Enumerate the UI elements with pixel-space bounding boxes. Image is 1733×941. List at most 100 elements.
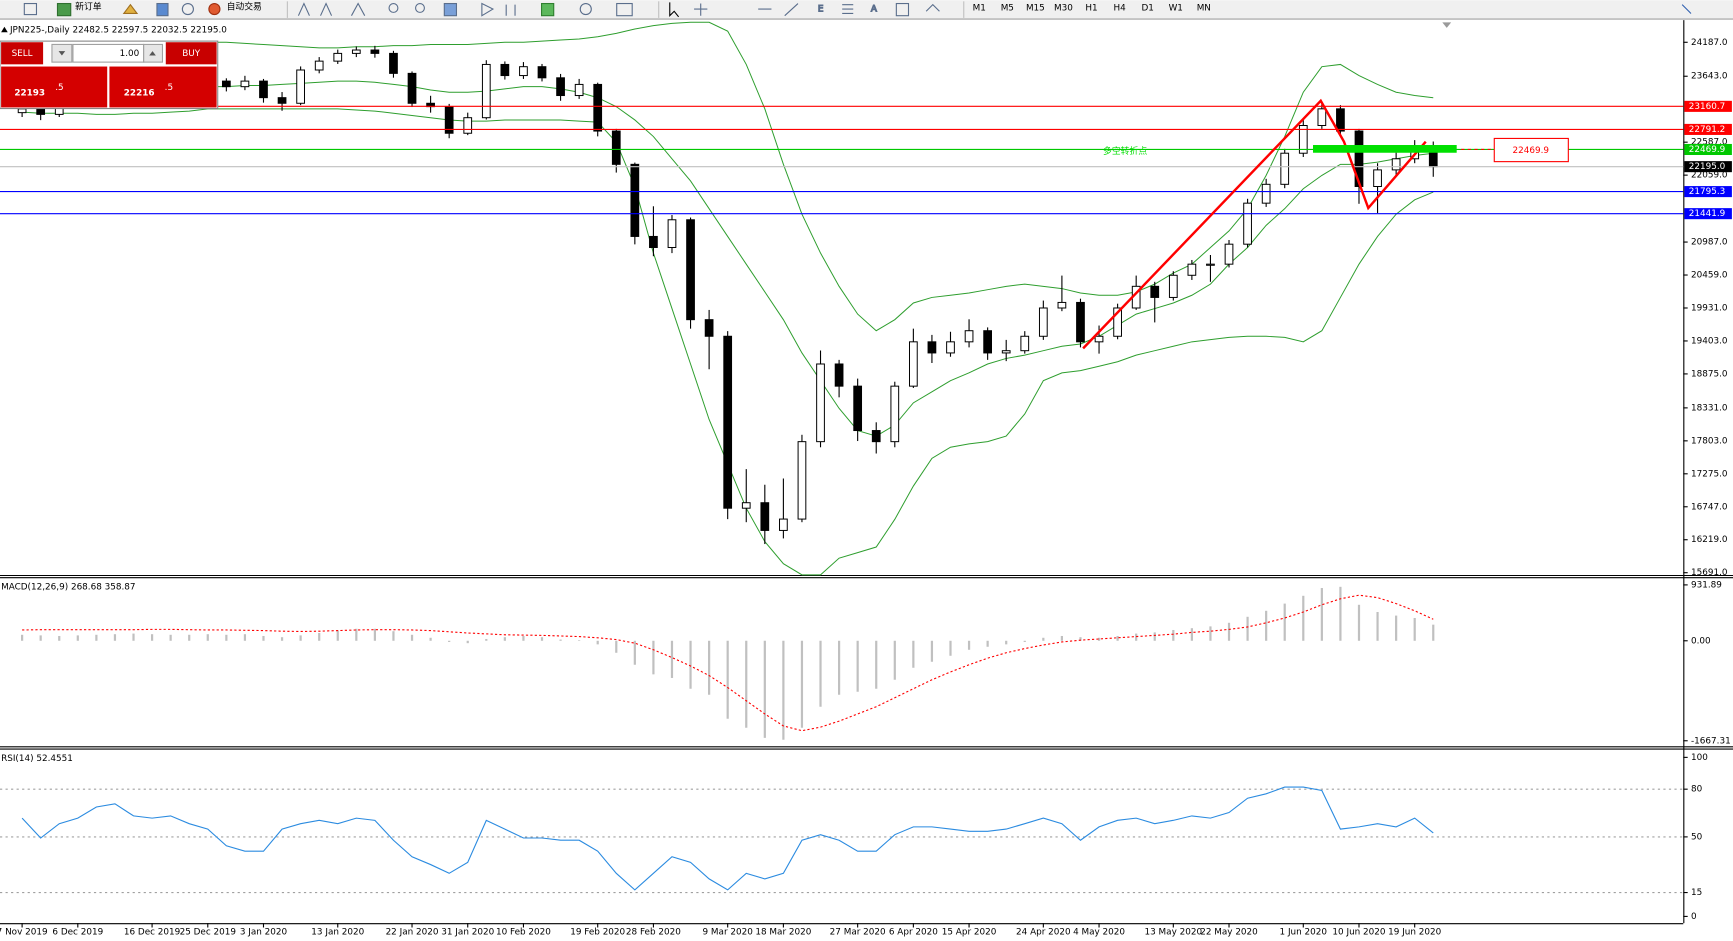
y-tick-label: 15691.0: [1691, 568, 1728, 578]
icon[interactable]: [895, 2, 910, 17]
sell-button[interactable]: [1, 42, 44, 65]
timeframe-button[interactable]: H1: [1085, 3, 1097, 13]
bid-main[interactable]: 22193: [14, 89, 45, 99]
candle-body: [1391, 158, 1401, 171]
bid-fraction[interactable]: .5: [55, 83, 63, 93]
icon[interactable]: [388, 2, 399, 13]
candle-body: [1224, 243, 1234, 265]
timeframe-button[interactable]: MN: [1197, 3, 1211, 13]
icon[interactable]: [208, 2, 221, 16]
x-tick-label: 27 Mar 2020: [830, 927, 886, 937]
price-level-label: 22195.0: [1689, 162, 1726, 172]
candle-body: [314, 60, 324, 71]
candle-body: [1261, 183, 1271, 204]
timeframe-button[interactable]: D1: [1141, 3, 1153, 13]
sell-price-box[interactable]: [1, 66, 108, 108]
x-tick-label: 28 Feb 2020: [626, 927, 681, 937]
timeframe-button[interactable]: W1: [1169, 3, 1183, 13]
candle-body: [574, 83, 584, 97]
panel-title: RSI(14) 52.4551: [1, 754, 73, 764]
icon[interactable]: [56, 2, 72, 17]
bollinger-band: [22, 80, 1434, 437]
buy-label[interactable]: BUY: [182, 49, 201, 59]
icon[interactable]: [1681, 4, 1692, 14]
timeframe-button[interactable]: M1: [973, 3, 986, 13]
x-tick-label: 9 Mar 2020: [703, 927, 754, 937]
icon[interactable]: [579, 2, 592, 16]
candle-body: [556, 77, 565, 97]
support-bar[interactable]: [1313, 145, 1457, 153]
annotation-box[interactable]: [1493, 137, 1569, 163]
buy-button[interactable]: [165, 42, 217, 65]
icon[interactable]: [481, 2, 516, 17]
x-tick-label: 19 Jun 2020: [1388, 927, 1441, 937]
candle-body: [259, 80, 268, 99]
price-level-box: [1684, 143, 1732, 156]
toolbar-button[interactable]: 新订单: [75, 0, 102, 12]
chart-shift-marker[interactable]: [1442, 22, 1452, 28]
x-tick-label: 22 May 2020: [1200, 927, 1258, 937]
candle-body: [407, 72, 417, 104]
candle-body: [1001, 350, 1011, 354]
icon[interactable]: [694, 3, 708, 16]
icon[interactable]: [23, 2, 38, 16]
candle-body: [908, 341, 918, 387]
candle-body: [611, 130, 621, 165]
trend-line[interactable]: [1082, 98, 1427, 350]
x-tick-label: 10 Jun 2020: [1332, 927, 1385, 937]
candle-body: [1187, 263, 1197, 276]
ask-main[interactable]: 22216: [124, 89, 155, 99]
icon[interactable]: [541, 2, 555, 17]
y-tick-label: 15: [1691, 888, 1702, 898]
candle-body: [1094, 335, 1104, 343]
icon[interactable]: A: [870, 4, 877, 15]
y-tick-label: 20987.0: [1691, 238, 1728, 248]
candle-body: [370, 49, 380, 54]
y-tick-label: 17803.0: [1691, 436, 1728, 446]
x-tick-label: 4 May 2020: [1073, 927, 1125, 937]
icon[interactable]: [415, 2, 425, 13]
icon[interactable]: [156, 2, 169, 17]
y-tick-label: 23643.0: [1691, 72, 1728, 82]
candle-body: [240, 80, 250, 88]
y-tick-label: 18331.0: [1691, 403, 1728, 413]
icon[interactable]: [297, 2, 366, 16]
icon[interactable]: E: [817, 4, 824, 15]
timeframe-button[interactable]: H4: [1113, 3, 1126, 13]
icon[interactable]: [616, 2, 633, 17]
icon[interactable]: [443, 2, 458, 17]
y-tick-label: 80: [1691, 785, 1703, 795]
icon[interactable]: [669, 2, 680, 18]
ask-fraction[interactable]: .5: [165, 83, 173, 93]
icon[interactable]: [842, 4, 854, 15]
candle-body: [816, 363, 825, 443]
candle-body: [537, 66, 547, 79]
icon[interactable]: [758, 3, 799, 17]
arrow: [58, 51, 66, 56]
icon[interactable]: [925, 3, 940, 12]
price-level-label: 22469.9: [1689, 145, 1726, 155]
price-level-box: [1684, 186, 1732, 198]
annotation-text[interactable]: 多空转折点: [1103, 145, 1147, 157]
candle-body: [760, 502, 770, 531]
candle-body: [964, 330, 974, 343]
icon[interactable]: [122, 3, 139, 15]
timeframe-button[interactable]: M15: [1026, 3, 1045, 13]
timeframe-button[interactable]: M30: [1054, 3, 1073, 13]
candle-body: [296, 69, 305, 104]
y-tick-label: 931.89: [1691, 580, 1722, 590]
x-tick-label: 6 Dec 2019: [52, 927, 103, 937]
y-tick-label: 16219.0: [1691, 535, 1728, 545]
sell-label[interactable]: SELL: [12, 49, 33, 59]
lot-value[interactable]: 1.00: [120, 49, 140, 59]
candle-body: [1243, 202, 1252, 245]
price-level-box: [1684, 100, 1732, 112]
candle-body: [667, 219, 677, 248]
x-tick-label: 18 Mar 2020: [755, 927, 811, 937]
toolbar-button[interactable]: 自动交易: [227, 0, 262, 12]
icon[interactable]: [181, 2, 194, 16]
y-tick-label: 18875.0: [1691, 369, 1728, 379]
timeframe-button[interactable]: M5: [1001, 3, 1014, 13]
buy-price-box[interactable]: [109, 66, 217, 108]
